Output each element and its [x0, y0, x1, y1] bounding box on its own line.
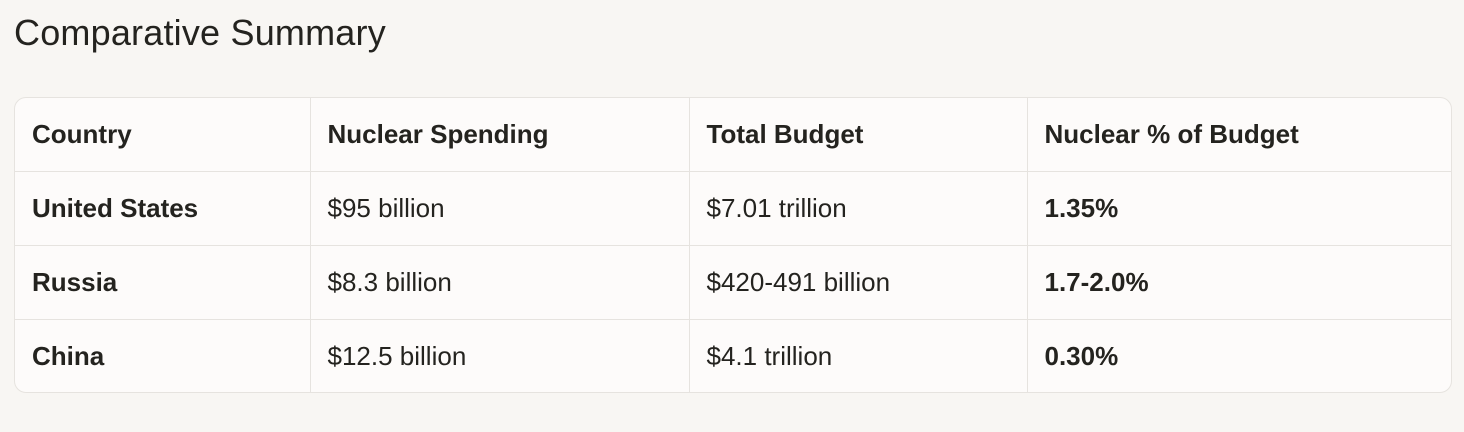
cell-nuclear-spending: $8.3 billion: [310, 245, 690, 320]
cell-nuclear-percent: 1.7-2.0%: [1027, 245, 1451, 320]
cell-total-budget: $420-491 billion: [689, 245, 1028, 320]
table-row: United States $95 billion $7.01 trillion…: [15, 171, 1451, 246]
cell-total-budget: $7.01 trillion: [689, 171, 1028, 246]
table-row: China $12.5 billion $4.1 trillion 0.30%: [15, 319, 1451, 392]
cell-total-budget: $4.1 trillion: [689, 319, 1028, 392]
header-nuclear-percent: Nuclear % of Budget: [1027, 98, 1451, 172]
header-row: Country Nuclear Spending Total Budget Nu…: [15, 98, 1451, 172]
cell-nuclear-spending: $12.5 billion: [310, 319, 690, 392]
section-heading: Comparative Summary: [14, 12, 386, 53]
cell-country: China: [15, 319, 311, 392]
cell-country: United States: [15, 171, 311, 246]
cell-nuclear-percent: 0.30%: [1044, 341, 1119, 371]
table-row: Russia $8.3 billion $420-491 billion 1.7…: [15, 245, 1451, 320]
comparison-table: Country Nuclear Spending Total Budget Nu…: [15, 98, 1451, 392]
header-nuclear-spending: Nuclear Spending: [310, 98, 690, 172]
header-total-budget: Total Budget: [689, 98, 1028, 172]
comparison-table-container: Country Nuclear Spending Total Budget Nu…: [14, 97, 1452, 393]
cell-nuclear-spending: $95 billion: [310, 171, 690, 246]
table-body: United States $95 billion $7.01 trillion…: [15, 171, 1451, 392]
cell-country: Russia: [15, 245, 311, 320]
header-country: Country: [15, 98, 311, 172]
cell-nuclear-percent: 1.35%: [1027, 171, 1451, 246]
table-header: Country Nuclear Spending Total Budget Nu…: [15, 98, 1451, 172]
